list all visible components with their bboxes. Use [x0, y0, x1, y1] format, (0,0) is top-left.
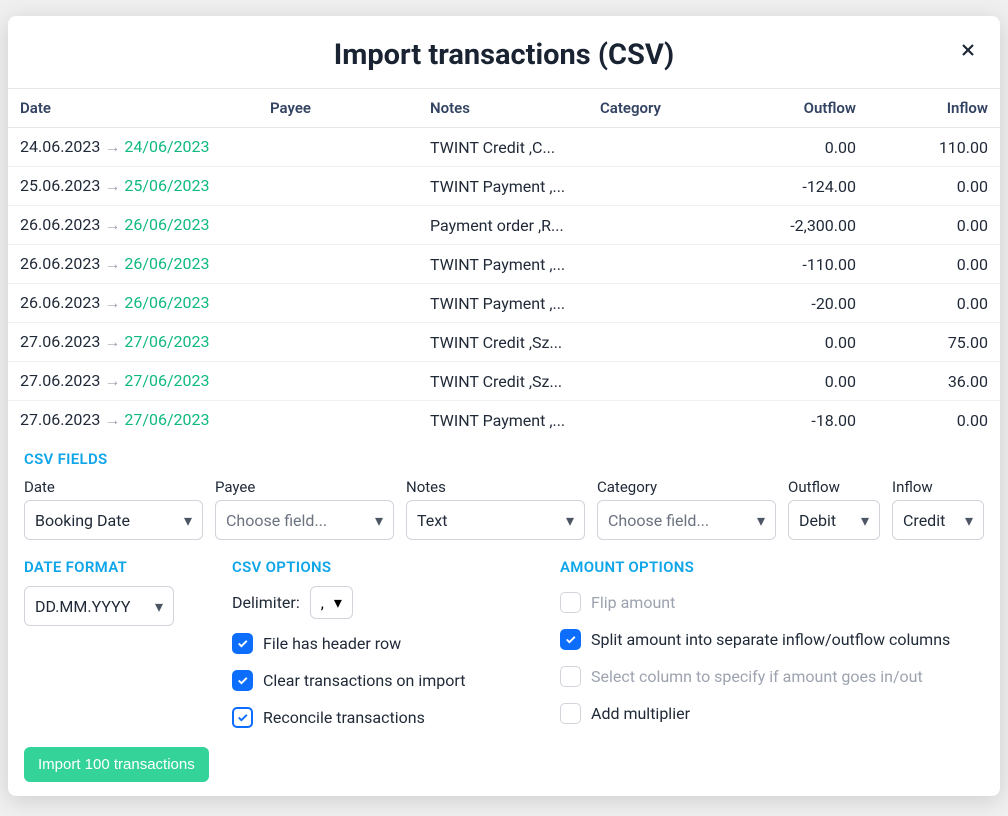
field-payee: Payee Choose field... ▾: [215, 478, 394, 540]
amount-options-section: AMOUNT OPTIONS Flip amount Split amount …: [560, 558, 984, 744]
field-payee-select[interactable]: Choose field... ▾: [215, 500, 394, 540]
field-notes-value: Text: [417, 511, 447, 530]
opt-clear[interactable]: Clear transactions on import: [232, 670, 532, 691]
transactions-table: Date Payee Notes Category Outflow Inflow…: [8, 89, 1000, 436]
col-payee: Payee: [258, 89, 418, 128]
col-notes: Notes: [418, 89, 588, 128]
checkbox-icon: [560, 703, 581, 724]
date-format-title: DATE FORMAT: [24, 558, 204, 576]
caret-down-icon: ▾: [184, 511, 192, 530]
opt-header-row[interactable]: File has header row: [232, 633, 532, 654]
field-category-value: Choose field...: [608, 511, 709, 530]
opt-reconcile[interactable]: Reconcile transactions: [232, 707, 532, 728]
caret-down-icon: ▾: [566, 511, 574, 530]
delimiter-label: Delimiter:: [232, 593, 300, 612]
opt-flip: Flip amount: [560, 592, 984, 613]
checkbox-checked-icon: [232, 670, 253, 691]
opt-reconcile-label: Reconcile transactions: [263, 708, 425, 727]
field-category: Category Choose field... ▾: [597, 478, 776, 540]
delimiter-select[interactable]: , ▾: [310, 586, 353, 619]
amount-options-title: AMOUNT OPTIONS: [560, 558, 984, 576]
table-row[interactable]: 27.06.2023→27/06/2023TWINT Credit ,Sz...…: [8, 323, 1000, 362]
field-date: Date Booking Date ▾: [24, 478, 203, 540]
date-format-section: DATE FORMAT DD.MM.YYYY ▾: [24, 558, 204, 744]
col-outflow: Outflow: [728, 89, 868, 128]
transactions-table-scroll[interactable]: Date Payee Notes Category Outflow Inflow…: [8, 88, 1000, 436]
table-row[interactable]: 26.06.2023→26/06/2023TWINT Payment ,...-…: [8, 284, 1000, 323]
field-inflow-select[interactable]: Credit ▾: [892, 500, 984, 540]
csv-options-title: CSV OPTIONS: [232, 558, 532, 576]
csv-options-section: CSV OPTIONS Delimiter: , ▾ File has head…: [232, 558, 532, 744]
close-button[interactable]: [958, 40, 978, 60]
field-notes-select[interactable]: Text ▾: [406, 500, 585, 540]
field-outflow-value: Debit: [799, 511, 836, 530]
table-row[interactable]: 27.06.2023→27/06/2023TWINT Payment ,...-…: [8, 401, 1000, 437]
checkbox-icon: [560, 666, 581, 687]
table-row[interactable]: 26.06.2023→26/06/2023Payment order ,R...…: [8, 206, 1000, 245]
checkbox-checked-icon: [232, 633, 253, 654]
col-category: Category: [588, 89, 728, 128]
checkbox-checked-icon: [232, 707, 253, 728]
checkbox-checked-icon: [560, 629, 581, 650]
field-outflow-label: Outflow: [788, 478, 880, 496]
table-row[interactable]: 24.06.2023→24/06/2023TWINT Credit ,C...0…: [8, 128, 1000, 167]
field-inflow-label: Inflow: [892, 478, 984, 496]
close-icon: [958, 40, 978, 60]
field-category-select[interactable]: Choose field... ▾: [597, 500, 776, 540]
field-notes: Notes Text ▾: [406, 478, 585, 540]
csv-fields-section: CSV FIELDS Date Booking Date ▾ Payee Cho…: [8, 436, 1000, 540]
opt-multiplier[interactable]: Add multiplier: [560, 703, 984, 724]
modal-header: Import transactions (CSV): [8, 16, 1000, 88]
delimiter-value: ,: [321, 593, 324, 612]
opt-select-col-label: Select column to specify if amount goes …: [591, 667, 923, 686]
col-date: Date: [8, 89, 258, 128]
field-date-select[interactable]: Booking Date ▾: [24, 500, 203, 540]
field-outflow-select[interactable]: Debit ▾: [788, 500, 880, 540]
table-row[interactable]: 26.06.2023→26/06/2023TWINT Payment ,...-…: [8, 245, 1000, 284]
col-inflow: Inflow: [868, 89, 1000, 128]
field-inflow: Inflow Credit ▾: [892, 478, 984, 540]
opt-multiplier-label: Add multiplier: [591, 704, 690, 723]
csv-fields-title: CSV FIELDS: [24, 450, 984, 468]
modal-title: Import transactions (CSV): [28, 38, 980, 72]
caret-down-icon: ▾: [861, 511, 869, 530]
opt-select-col: Select column to specify if amount goes …: [560, 666, 984, 687]
field-category-label: Category: [597, 478, 776, 496]
date-format-value: DD.MM.YYYY: [35, 597, 130, 616]
field-inflow-value: Credit: [903, 511, 945, 530]
field-notes-label: Notes: [406, 478, 585, 496]
caret-down-icon: ▾: [155, 597, 163, 616]
opt-header-row-label: File has header row: [263, 634, 401, 653]
field-payee-value: Choose field...: [226, 511, 327, 530]
caret-down-icon: ▾: [757, 511, 765, 530]
checkbox-icon: [560, 592, 581, 613]
table-row[interactable]: 25.06.2023→25/06/2023TWINT Payment ,...-…: [8, 167, 1000, 206]
opt-split[interactable]: Split amount into separate inflow/outflo…: [560, 629, 984, 650]
caret-down-icon: ▾: [375, 511, 383, 530]
lower-options: DATE FORMAT DD.MM.YYYY ▾ CSV OPTIONS Del…: [8, 540, 1000, 744]
import-button[interactable]: Import 100 transactions: [24, 747, 209, 782]
caret-down-icon: ▾: [334, 593, 342, 612]
field-payee-label: Payee: [215, 478, 394, 496]
caret-down-icon: ▾: [965, 511, 973, 530]
date-format-select[interactable]: DD.MM.YYYY ▾: [24, 586, 174, 626]
field-date-value: Booking Date: [35, 511, 130, 530]
field-date-label: Date: [24, 478, 203, 496]
opt-split-label: Split amount into separate inflow/outflo…: [591, 630, 950, 649]
field-outflow: Outflow Debit ▾: [788, 478, 880, 540]
table-row[interactable]: 27.06.2023→27/06/2023TWINT Credit ,Sz...…: [8, 362, 1000, 401]
opt-clear-label: Clear transactions on import: [263, 671, 465, 690]
import-csv-modal: Import transactions (CSV) Date Payee Not…: [8, 16, 1000, 796]
opt-flip-label: Flip amount: [591, 593, 675, 612]
